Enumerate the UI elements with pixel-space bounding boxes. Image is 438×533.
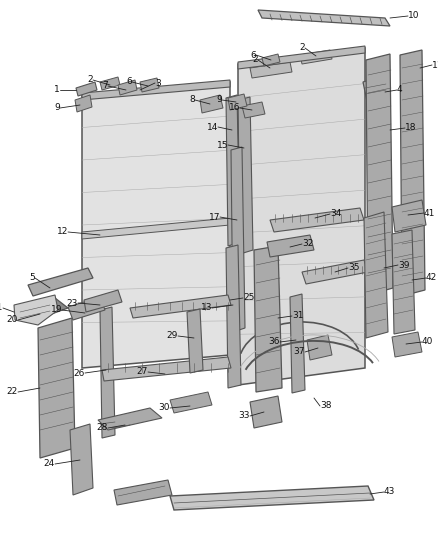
- Text: 25: 25: [243, 294, 254, 303]
- Text: 2: 2: [300, 44, 305, 52]
- Polygon shape: [84, 290, 122, 312]
- Polygon shape: [262, 54, 280, 66]
- Text: 11: 11: [432, 61, 438, 69]
- Polygon shape: [231, 147, 245, 332]
- Polygon shape: [250, 396, 282, 428]
- Text: 13: 13: [201, 303, 212, 312]
- Text: 33: 33: [239, 411, 250, 421]
- Text: 18: 18: [405, 124, 417, 133]
- Polygon shape: [392, 230, 415, 334]
- Text: 28: 28: [97, 424, 108, 432]
- Text: 26: 26: [74, 368, 85, 377]
- Polygon shape: [300, 50, 332, 64]
- Text: 19: 19: [50, 305, 62, 314]
- Text: 2: 2: [87, 76, 93, 85]
- Text: 36: 36: [268, 337, 280, 346]
- Text: 10: 10: [408, 12, 420, 20]
- Text: 9: 9: [216, 95, 222, 104]
- Polygon shape: [70, 424, 93, 495]
- Text: 37: 37: [293, 348, 305, 357]
- Text: 27: 27: [137, 367, 148, 376]
- Polygon shape: [170, 486, 374, 510]
- Polygon shape: [307, 335, 332, 360]
- Polygon shape: [98, 408, 162, 430]
- Text: 12: 12: [57, 228, 68, 237]
- Text: 21: 21: [0, 303, 3, 312]
- Polygon shape: [118, 80, 137, 95]
- Text: 35: 35: [348, 263, 360, 272]
- Polygon shape: [68, 297, 105, 320]
- Polygon shape: [238, 48, 365, 385]
- Polygon shape: [14, 295, 58, 325]
- Polygon shape: [290, 294, 305, 393]
- Polygon shape: [254, 246, 282, 392]
- Polygon shape: [270, 208, 364, 232]
- Text: 17: 17: [208, 213, 220, 222]
- Polygon shape: [392, 200, 426, 232]
- Text: 6: 6: [250, 51, 256, 60]
- Text: 7: 7: [102, 82, 108, 91]
- Polygon shape: [22, 298, 68, 320]
- Text: 2: 2: [252, 55, 258, 64]
- Text: 3: 3: [155, 78, 161, 87]
- Text: 6: 6: [126, 77, 132, 86]
- Text: 20: 20: [7, 316, 18, 325]
- Polygon shape: [242, 102, 265, 118]
- Text: 34: 34: [330, 209, 341, 219]
- Polygon shape: [38, 318, 75, 458]
- Polygon shape: [170, 392, 212, 413]
- Polygon shape: [228, 94, 247, 110]
- Polygon shape: [76, 82, 97, 96]
- Polygon shape: [238, 97, 253, 254]
- Text: 38: 38: [320, 401, 332, 410]
- Polygon shape: [392, 332, 422, 357]
- Text: 14: 14: [207, 123, 218, 132]
- Polygon shape: [140, 78, 159, 92]
- Polygon shape: [363, 76, 388, 106]
- Polygon shape: [366, 54, 393, 295]
- Text: 39: 39: [398, 261, 410, 270]
- Polygon shape: [75, 95, 92, 112]
- Text: 40: 40: [422, 337, 433, 346]
- Polygon shape: [82, 218, 230, 239]
- Text: 22: 22: [7, 387, 18, 397]
- Text: 23: 23: [67, 298, 78, 308]
- Polygon shape: [130, 295, 231, 318]
- Polygon shape: [400, 50, 425, 296]
- Text: 30: 30: [159, 403, 170, 413]
- Polygon shape: [238, 46, 365, 69]
- Text: 29: 29: [166, 332, 178, 341]
- Polygon shape: [200, 95, 223, 113]
- Text: 42: 42: [426, 273, 437, 282]
- Polygon shape: [250, 62, 292, 78]
- Text: 31: 31: [292, 311, 304, 320]
- Polygon shape: [258, 10, 390, 26]
- Polygon shape: [187, 309, 203, 373]
- Text: 41: 41: [424, 208, 435, 217]
- Text: 43: 43: [384, 488, 396, 497]
- Polygon shape: [226, 245, 241, 388]
- Text: 8: 8: [189, 95, 195, 104]
- Text: 4: 4: [397, 85, 403, 94]
- Polygon shape: [100, 77, 120, 90]
- Text: 16: 16: [229, 103, 240, 112]
- Text: 32: 32: [302, 239, 313, 248]
- Text: 1: 1: [54, 85, 60, 94]
- Text: 9: 9: [54, 103, 60, 112]
- Polygon shape: [226, 95, 240, 246]
- Text: 15: 15: [216, 141, 228, 149]
- Polygon shape: [28, 268, 93, 296]
- Polygon shape: [364, 212, 388, 338]
- Text: 5: 5: [29, 273, 35, 282]
- Polygon shape: [82, 80, 230, 100]
- Polygon shape: [100, 307, 115, 438]
- Text: 24: 24: [44, 459, 55, 469]
- Polygon shape: [82, 82, 230, 368]
- Polygon shape: [114, 480, 172, 505]
- Polygon shape: [267, 235, 314, 257]
- Polygon shape: [102, 357, 231, 381]
- Polygon shape: [302, 260, 368, 284]
